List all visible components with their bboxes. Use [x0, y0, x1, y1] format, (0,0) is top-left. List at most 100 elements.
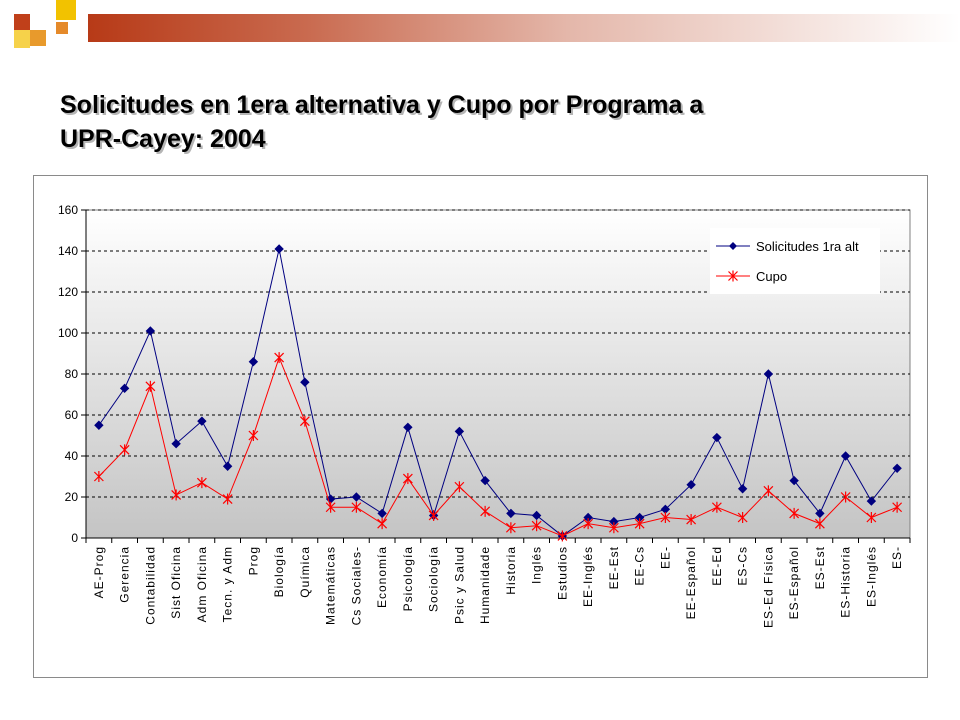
data-point	[93, 471, 104, 482]
y-tick-label: 0	[71, 531, 78, 545]
decorative-square-gold-large	[14, 30, 30, 48]
x-tick-label: Adm Oficina	[195, 546, 209, 622]
y-tick-label: 100	[58, 326, 78, 340]
legend-marker	[728, 270, 738, 282]
data-point	[248, 430, 259, 441]
data-point	[299, 415, 310, 427]
data-point	[660, 512, 671, 523]
x-tick-label: Psicología	[401, 546, 415, 611]
data-point	[866, 512, 877, 523]
data-point	[634, 518, 645, 530]
x-tick-label: ES-Historia	[839, 546, 853, 618]
x-tick-label: Tecn. y Adm	[221, 546, 235, 622]
x-tick-label: Psic y Salud	[452, 546, 466, 624]
data-point	[583, 518, 594, 530]
x-tick-label: ES-Español	[787, 546, 801, 619]
data-point	[222, 461, 233, 471]
data-point	[145, 326, 156, 336]
data-point	[197, 416, 207, 426]
data-point	[171, 438, 181, 449]
data-point	[789, 475, 799, 486]
data-point	[402, 473, 413, 485]
x-tick-label: EE-Español	[684, 546, 698, 619]
legend-label: Solicitudes 1ra alt	[756, 239, 859, 254]
x-tick-label: Sist Oficina	[169, 546, 183, 619]
x-tick-label: EE-	[658, 546, 672, 569]
data-point	[737, 484, 748, 494]
decorative-square-dark-orange	[14, 14, 30, 30]
data-point	[608, 522, 619, 534]
data-point	[531, 510, 542, 521]
line-chart: 0 20 40 60 80 100 120 140 160 AE-Prog Gerencia Con…	[58, 203, 911, 628]
x-tick-label: Química	[298, 546, 312, 598]
data-point	[403, 422, 413, 433]
data-point	[840, 451, 851, 461]
x-tick-label: EE-Ed	[710, 546, 724, 586]
data-point	[351, 501, 362, 513]
data-point	[506, 508, 516, 519]
legend-marker	[729, 242, 737, 250]
chart-frame: 0 20 40 60 80 100 120 140 160 AE-Prog Gerencia Con…	[33, 175, 928, 678]
data-point	[119, 444, 130, 456]
legend-box	[710, 228, 880, 294]
x-tick-label: Cs Sociales-	[349, 546, 363, 625]
data-point	[274, 352, 285, 364]
x-tick-label: Biología	[272, 546, 286, 597]
legend-label: Cupo	[756, 269, 787, 284]
data-point	[196, 477, 207, 489]
x-tick-label: EE-Inglés	[581, 546, 595, 607]
decorative-square-orange	[30, 30, 46, 46]
slide-title: Solicitudes en 1era alternativa y Cupo p…	[60, 88, 940, 156]
data-point	[119, 383, 130, 394]
data-point	[815, 508, 825, 519]
data-point	[737, 512, 748, 523]
header-decorative-bar	[88, 14, 960, 42]
data-point	[789, 507, 800, 519]
data-point	[351, 492, 362, 502]
x-tick-label: ES-Inglés	[864, 546, 878, 607]
data-point	[531, 520, 542, 532]
x-tick-label: Contabilidad	[143, 546, 157, 625]
data-point	[171, 489, 182, 501]
data-point	[711, 501, 722, 513]
y-tick-label: 60	[65, 408, 79, 422]
y-tick-label: 40	[65, 449, 79, 463]
x-tick-label: Inglés	[530, 546, 544, 584]
x-tick-label: Prog	[246, 546, 260, 575]
data-point	[763, 369, 774, 379]
slide-title-line1: Solicitudes en 1era alternativa y Cupo p…	[60, 91, 704, 119]
x-tick-label: Matemáticas	[324, 546, 338, 625]
x-tick-label: Gerencia	[118, 546, 132, 603]
data-point	[480, 505, 491, 517]
data-point	[377, 518, 388, 530]
series-line-1	[98, 248, 898, 537]
data-point	[866, 496, 877, 506]
data-point	[274, 244, 284, 254]
data-point	[892, 501, 903, 513]
y-tick-label: 160	[58, 203, 78, 217]
data-point	[428, 509, 439, 521]
x-tick-label: Economía	[375, 546, 389, 608]
data-point	[712, 432, 722, 443]
y-tick-label: 20	[65, 490, 79, 504]
x-tick-label: Historia	[504, 546, 518, 595]
data-point	[763, 485, 774, 497]
data-point	[300, 377, 310, 387]
data-point	[892, 463, 902, 474]
x-tick-label: EE-Cs	[633, 546, 647, 586]
data-point	[557, 530, 568, 542]
decorative-square-orange-small	[56, 22, 68, 34]
data-point	[94, 420, 104, 430]
data-point	[454, 481, 465, 493]
x-tick-label: ES-	[890, 546, 904, 569]
x-tick-label: Humanidade	[478, 546, 492, 624]
x-tick-label: ES-Est	[813, 546, 827, 589]
data-point	[454, 426, 465, 437]
y-tick-label: 120	[58, 285, 78, 299]
data-point	[505, 522, 516, 534]
data-point	[377, 508, 387, 519]
y-tick-label: 80	[65, 367, 79, 381]
data-point	[145, 380, 156, 392]
data-point	[325, 501, 336, 513]
x-tick-label: Sociología	[427, 546, 441, 612]
